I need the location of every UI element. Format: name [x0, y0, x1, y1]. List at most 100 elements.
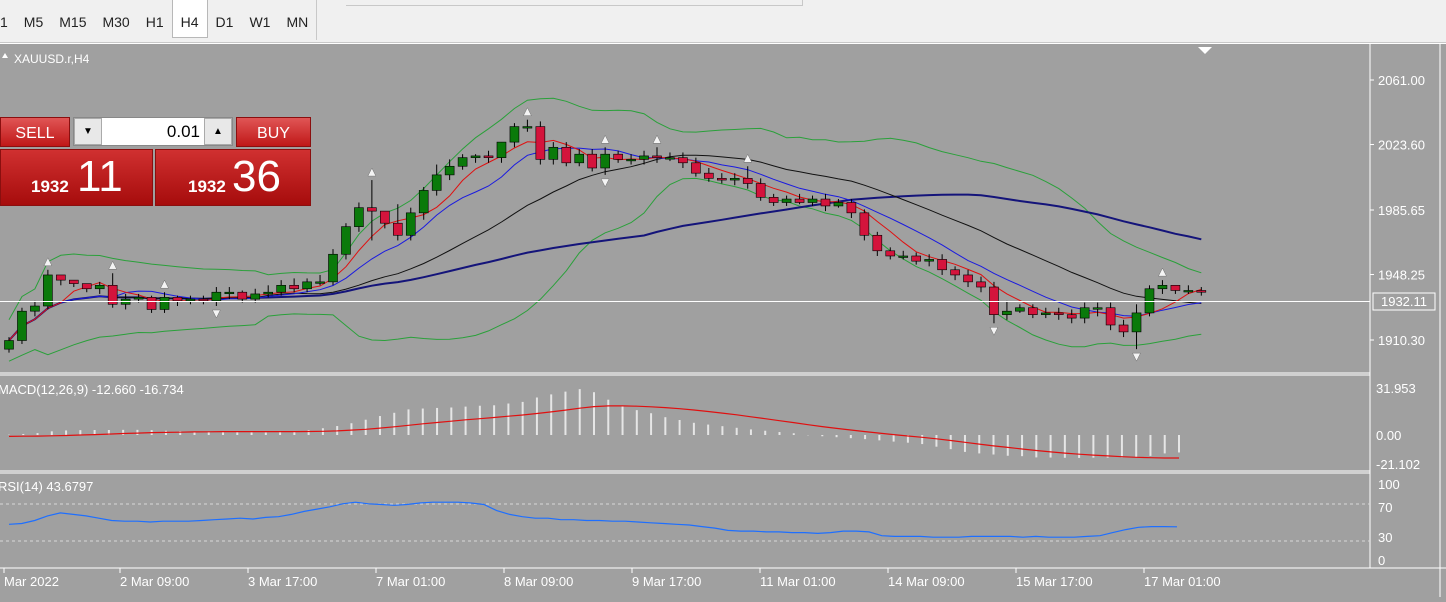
candle-body [898, 255, 909, 258]
candle-body [315, 281, 325, 284]
ask-price-main: 1932 [188, 177, 226, 196]
chart-area[interactable]: 1932.11 2061.00 2023.60 1985.65 1948.25 1910… [0, 43, 1446, 597]
fractal-up-icon [652, 134, 662, 144]
candle-body [613, 153, 623, 160]
fractal-up-icon [1158, 267, 1167, 277]
candle-body [276, 285, 286, 293]
rsi-line [8, 501, 1178, 538]
time-tick-label: 11 Mar 01:00 [760, 574, 836, 589]
sell-button[interactable]: SELL [0, 117, 70, 147]
candle-body [989, 286, 999, 315]
candle-body [496, 141, 507, 158]
bollinger-lower [8, 177, 1202, 362]
bid-price-box[interactable]: 1932 11 [0, 149, 153, 206]
fractal-down-icon [1132, 352, 1141, 362]
rsi-axis: 100 70 30 0 [1378, 477, 1400, 568]
candle-body [69, 279, 79, 284]
timeframe-h1[interactable]: H1 [145, 14, 164, 30]
bid-price-pips: 11 [77, 152, 123, 201]
time-tick-label: 8 Mar 09:00 [504, 574, 573, 589]
candle-body [1131, 312, 1142, 333]
candle-body [963, 274, 973, 283]
arrow-down-icon: ▼ [83, 126, 93, 137]
time-axis: Mar 2022 2 Mar 09:00 3 Mar 17:00 7 Mar 01:0… [3, 568, 1221, 589]
timeframe-mn[interactable]: MN [286, 14, 309, 30]
candle-body [172, 297, 183, 302]
fractal-down-icon [989, 327, 999, 336]
time-tick-label: 15 Mar 17:00 [1016, 574, 1093, 589]
candle-body [1079, 307, 1090, 319]
time-tick-label: 2 Mar 09:00 [120, 574, 189, 589]
candle-body [211, 291, 222, 302]
candle-body [742, 178, 753, 184]
candle-body [872, 234, 883, 252]
fractal-up-icon [367, 167, 377, 177]
candle-body [341, 226, 351, 255]
candle-body [159, 297, 170, 310]
lot-size-input[interactable]: ▼ 0.01 ▲ [73, 117, 233, 146]
candle-body [405, 212, 416, 236]
candle-body [820, 198, 831, 207]
candle-body [976, 281, 986, 288]
candle-body [1066, 314, 1077, 319]
candle-body [1053, 312, 1064, 315]
candle-body [639, 155, 649, 160]
rsi-tick-label: 0 [1378, 553, 1385, 568]
lot-size-value[interactable]: 0.01 [166, 122, 200, 141]
timeframe-group: 1 M5 M15 M30 H1 H4 D1 W1 MN [0, 0, 318, 40]
candle-body [1170, 285, 1181, 291]
buy-button[interactable]: BUY [236, 117, 311, 147]
timeframe-m5[interactable]: M5 [23, 14, 44, 30]
candle-body [535, 126, 546, 160]
candle-body [237, 291, 248, 300]
rsi-pane [8, 501, 1178, 538]
candle-body [807, 198, 818, 203]
candle-body [755, 183, 766, 198]
rsi-tick-label: 100 [1378, 477, 1400, 492]
candle-body [574, 153, 585, 164]
candle-body [1041, 312, 1051, 315]
price-tick-label: 1910.30 [1378, 333, 1425, 348]
lot-decrease-button[interactable]: ▼ [74, 118, 102, 145]
candle-body [768, 197, 779, 203]
fractal-up-icon [43, 257, 53, 267]
candle-body [1196, 290, 1207, 293]
candle-body [691, 162, 701, 174]
ask-price-pips: 36 [232, 152, 281, 201]
collapse-icon[interactable] [2, 53, 8, 58]
timeframe-1[interactable]: 1 [0, 14, 8, 30]
price-tick-label: 2023.60 [1378, 138, 1425, 153]
timeframe-m30[interactable]: M30 [102, 14, 130, 30]
time-tick-label: 3 Mar 17:00 [248, 574, 317, 589]
candle-body [43, 274, 53, 307]
candle-body [1118, 324, 1129, 333]
candle-body [652, 155, 662, 158]
candle-body [937, 259, 947, 271]
price-axis: 2061.00 2023.60 1985.65 1948.25 1910.30 [1370, 73, 1425, 348]
candle-body [885, 250, 896, 257]
lot-increase-button[interactable]: ▲ [204, 118, 232, 145]
candle-body [716, 178, 727, 181]
timeframe-h4[interactable]: H4 [171, 0, 208, 38]
candle-body [30, 305, 40, 312]
timeframe-w1[interactable]: W1 [249, 14, 271, 30]
candle-body [418, 190, 429, 214]
macd-label: MACD(12,26,9) -12.660 -16.734 [0, 382, 184, 397]
timeframe-d1[interactable]: D1 [215, 14, 234, 30]
chart-shift-marker-icon[interactable] [1198, 47, 1212, 54]
candle-body [665, 157, 675, 160]
candle-body [354, 207, 364, 227]
candle-body [587, 153, 598, 169]
candle-body [302, 281, 312, 290]
rsi-tick-label: 30 [1378, 530, 1392, 545]
candle-body [1028, 307, 1038, 315]
timeframe-m15[interactable]: M15 [59, 14, 87, 30]
one-click-trading-panel: SELL ▼ 0.01 ▲ BUY 1932 11 1932 36 [0, 117, 311, 206]
candle-body [561, 146, 572, 164]
candle-body [289, 285, 299, 290]
current-price-label: 1932.11 [1381, 294, 1427, 309]
candle-body [924, 259, 934, 262]
ask-price-box[interactable]: 1932 36 [155, 149, 311, 206]
fractal-down-icon [211, 309, 221, 319]
candle-body [1157, 285, 1168, 290]
